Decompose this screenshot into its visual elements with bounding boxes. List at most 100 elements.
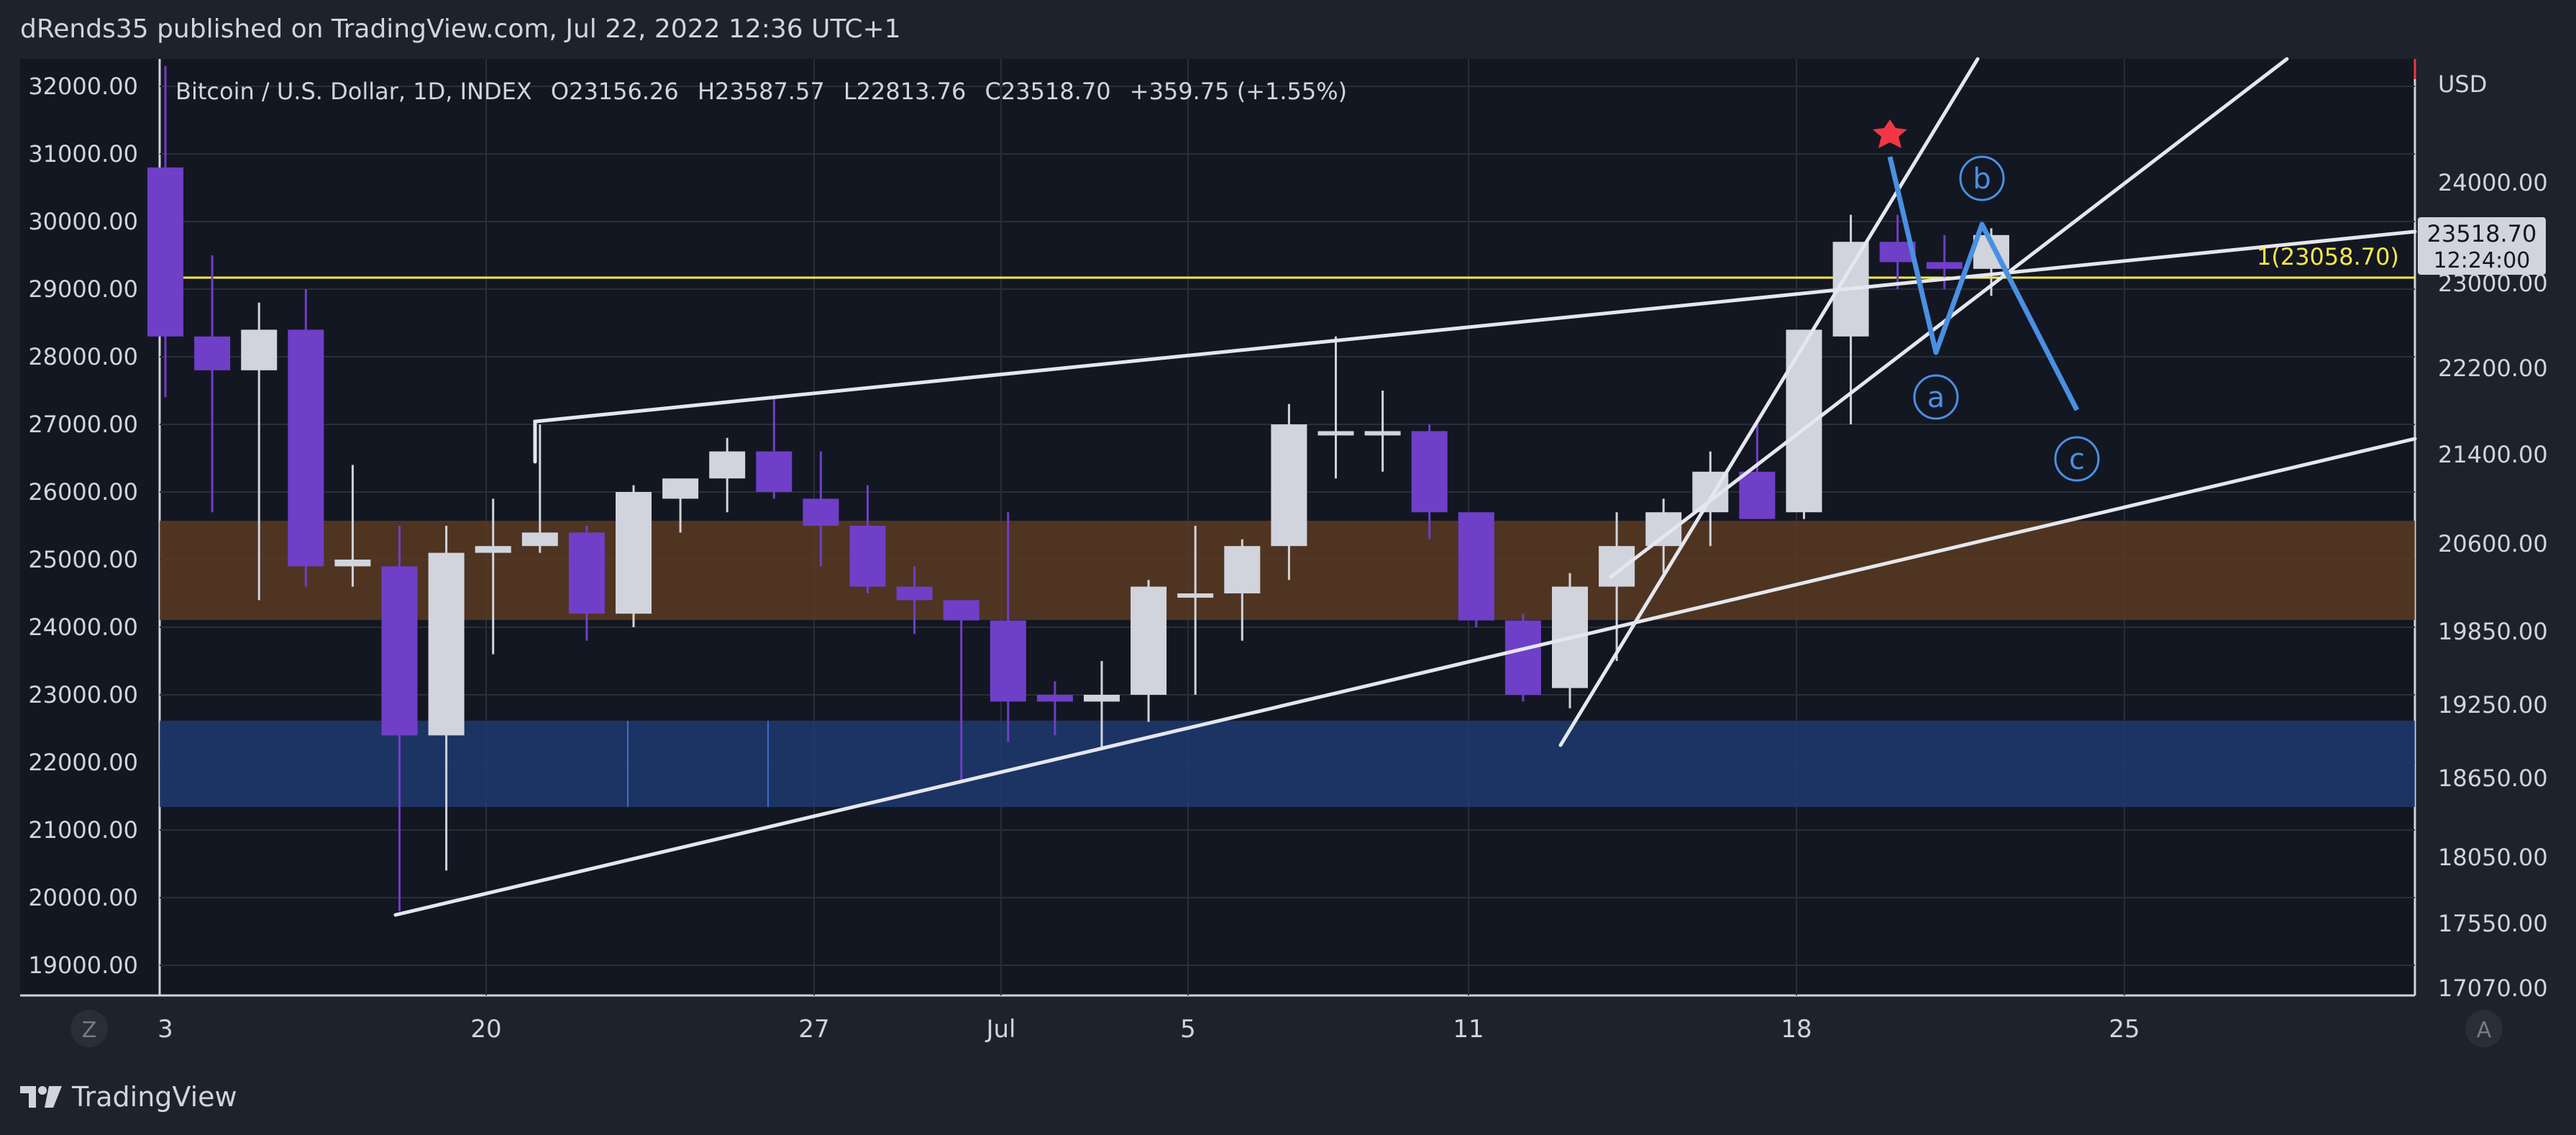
tradingview-logo-icon xyxy=(20,1086,62,1108)
candle[interactable] xyxy=(381,526,418,911)
time-axis-tick: 3 xyxy=(157,1015,173,1044)
candle[interactable] xyxy=(568,526,605,641)
candle-body xyxy=(1177,593,1214,598)
tradingview-logo[interactable]: TradingView xyxy=(20,1079,237,1115)
wave-c-label: c xyxy=(2069,443,2085,476)
candle-body xyxy=(1926,262,1963,269)
ohlc-legend: Bitcoin / U.S. Dollar, 1D, INDEX O23156.… xyxy=(175,78,1347,105)
legend-close: C23518.70 xyxy=(985,78,1111,105)
candle-body xyxy=(1036,695,1073,702)
candle[interactable] xyxy=(1739,424,1776,519)
candle[interactable] xyxy=(1458,512,1494,627)
candle-body xyxy=(475,546,511,553)
candle[interactable] xyxy=(849,485,886,593)
candle[interactable] xyxy=(1131,580,1167,722)
candle[interactable] xyxy=(616,485,652,627)
candle[interactable] xyxy=(1036,681,1073,736)
candle-body xyxy=(896,586,933,601)
candle[interactable] xyxy=(288,289,324,587)
candle-body xyxy=(1504,620,1541,695)
candle-body xyxy=(381,566,418,736)
lock-scale-label: Z xyxy=(82,1018,97,1043)
steep-trend-line-1 xyxy=(1558,57,1980,747)
candle[interactable] xyxy=(1224,539,1261,641)
candle[interactable] xyxy=(194,255,231,513)
candle[interactable] xyxy=(1364,391,1401,472)
lower-channel-line xyxy=(393,437,2417,917)
candle-body xyxy=(1411,431,1448,513)
candle[interactable] xyxy=(1317,336,1354,479)
right-axis-tick: 21400.00 xyxy=(2438,441,2548,468)
tradingview-logo-text: TradingView xyxy=(72,1081,237,1113)
left-axis-tick: 32000.00 xyxy=(28,73,138,100)
candle-body xyxy=(1317,431,1354,436)
candle[interactable] xyxy=(709,437,746,513)
left-axis-tick: 30000.00 xyxy=(28,208,138,235)
time-axis-tick: 18 xyxy=(1781,1015,1812,1044)
candle[interactable] xyxy=(990,512,1026,742)
candle[interactable] xyxy=(521,424,558,553)
candle[interactable] xyxy=(1271,404,1307,580)
left-axis-tick: 31000.00 xyxy=(28,140,138,168)
candle-body xyxy=(194,336,231,370)
candle[interactable] xyxy=(1786,329,1822,519)
right-axis-tick: 22200.00 xyxy=(2438,355,2548,382)
wave-b-label: b xyxy=(1973,163,1991,196)
left-price-axis[interactable]: 32000.00 31000.00 30000.00 29000.00 28000.00… xyxy=(28,73,138,979)
left-axis-tick: 29000.00 xyxy=(28,275,138,303)
candle[interactable] xyxy=(147,65,183,398)
lock-scale-button[interactable] xyxy=(70,1010,108,1047)
candle[interactable] xyxy=(756,397,793,499)
candle-body xyxy=(147,167,183,337)
candle[interactable] xyxy=(943,600,979,783)
candle[interactable] xyxy=(803,451,839,567)
candle[interactable] xyxy=(1177,526,1214,695)
left-axis-tick: 21000.00 xyxy=(28,816,138,844)
left-axis-tick: 23000.00 xyxy=(28,681,138,708)
candle-body xyxy=(709,451,746,479)
candle-body xyxy=(334,560,371,567)
candle-body xyxy=(568,532,605,614)
right-axis-unit: USD xyxy=(2438,70,2487,98)
auto-scale-button[interactable] xyxy=(2465,1010,2503,1047)
legend-symbol: Bitcoin / U.S. Dollar, 1D, INDEX xyxy=(175,78,532,105)
legend-low: L22813.76 xyxy=(844,78,967,105)
time-axis[interactable]: 3 20 27 Jul 5 11 18 25 xyxy=(157,1015,2139,1044)
left-axis-tick: 24000.00 xyxy=(28,614,138,641)
left-axis-tick: 20000.00 xyxy=(28,884,138,911)
candle[interactable] xyxy=(475,498,511,655)
publisher-text: dRends35 published on TradingView.com, J… xyxy=(20,14,901,44)
candle[interactable] xyxy=(1084,661,1120,749)
candle-body xyxy=(1084,695,1120,702)
candle-body xyxy=(803,498,839,526)
candle[interactable] xyxy=(334,465,371,587)
price-badge: 23518.70 12:24:00 xyxy=(2418,217,2546,275)
candle[interactable] xyxy=(241,302,278,601)
star-icon xyxy=(1873,119,1907,148)
wave-path[interactable] xyxy=(1887,156,2080,411)
time-axis-tick: 5 xyxy=(1180,1015,1196,1044)
header-bar: dRends35 published on TradingView.com, J… xyxy=(0,0,2576,60)
candle-body xyxy=(1599,546,1635,587)
candle-body xyxy=(1458,512,1494,621)
candle[interactable] xyxy=(1411,424,1448,539)
candle[interactable] xyxy=(1504,614,1541,702)
candle[interactable] xyxy=(1599,512,1635,661)
candle-body xyxy=(943,600,979,621)
candle-body xyxy=(849,526,886,587)
candle[interactable] xyxy=(662,478,699,533)
legend-high: H23587.57 xyxy=(698,78,825,105)
time-axis-tick: 20 xyxy=(470,1015,501,1044)
right-price-axis[interactable]: 24000.0023000.0022200.0021400.0020600.00… xyxy=(2438,169,2548,1002)
candle-body xyxy=(662,478,699,499)
candle-body xyxy=(990,620,1026,702)
candle-body xyxy=(1131,586,1167,695)
right-axis-tick: 19850.00 xyxy=(2438,618,2548,645)
footer-bar xyxy=(0,1062,2576,1135)
candle[interactable] xyxy=(428,526,465,871)
time-axis-tick: 25 xyxy=(2109,1015,2139,1044)
right-axis-tick: 24000.00 xyxy=(2438,169,2548,196)
right-axis-tick: 20600.00 xyxy=(2438,530,2548,557)
candle[interactable] xyxy=(896,566,933,634)
